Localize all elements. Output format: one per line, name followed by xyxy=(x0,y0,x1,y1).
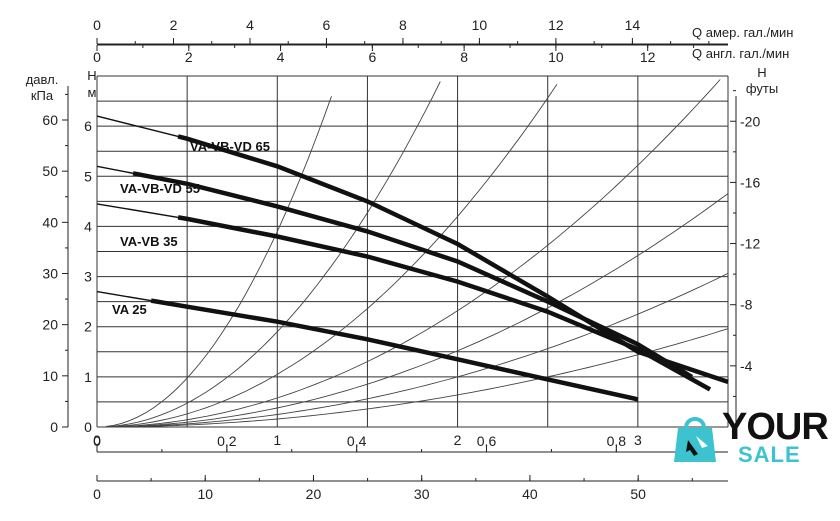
axis-top-us-tick-label: 14 xyxy=(625,17,641,33)
axis-kpa-tick-label: 0 xyxy=(50,419,58,435)
axis-kpa-tick-label: 50 xyxy=(42,163,58,179)
axis-top-us-tick-label: 6 xyxy=(323,17,331,33)
axis-bottom-ls-tick-label: 0,2 xyxy=(217,433,237,449)
axis-m-label-line2: м xyxy=(88,85,97,100)
axis-bottom-lmin-tick-label: 30 xyxy=(414,486,430,502)
axis-top-uk-tick-label: 8 xyxy=(460,49,468,65)
axes: 0 2 4 6 8 10 12 140 2 4 6 8 10 120 0,2 0,4 0,6 0,80 10 20 30… xyxy=(26,17,794,502)
logo-word-your: YOUR xyxy=(722,406,829,448)
axis-top-us-tick-label: 0 xyxy=(93,17,101,33)
axis-m-label-line1: H xyxy=(87,68,96,83)
system-curve xyxy=(105,193,729,428)
axis-ft-tick-label: -20 xyxy=(740,113,760,129)
axis-bottom-lmin-tick-label: 20 xyxy=(306,486,322,502)
axis-m-tick-label: 3 xyxy=(84,269,92,285)
series-label: VA-VB-VD 65 xyxy=(190,139,270,154)
axis-m-tick-label: 1 xyxy=(84,369,92,385)
axis-ft-tick-label: -12 xyxy=(740,236,760,252)
axis-top-uk-tick-label: 2 xyxy=(185,49,193,65)
axis-bottom-ls-tick-label: 0,6 xyxy=(477,433,497,449)
series-lines xyxy=(96,115,729,402)
axis-bottom-lmin-tick-label: 50 xyxy=(630,486,646,502)
axis-bottom-lmin-tick-label: 10 xyxy=(197,486,213,502)
axis-bottom-ls-tick-label: 0,4 xyxy=(347,433,367,449)
axis-kpa-tick-label: 10 xyxy=(42,368,58,384)
series-label: VA-VB 35 xyxy=(120,234,178,249)
axis-bottom-m3h-tick-label: 3 xyxy=(634,432,642,448)
axis-top-us-tick-label: 2 xyxy=(170,17,178,33)
labels: VA-VB-VD 65 VA-VB-VD 55 VA-VB 35 VA 25 xyxy=(112,139,270,317)
logo-word-sale: SALE xyxy=(738,442,801,467)
axis-bottom-m3h-tick-label: 1 xyxy=(273,432,281,448)
shopping-bag-icon xyxy=(674,417,716,462)
axis-top-uk-label: Q англ. гал./мин xyxy=(692,46,789,61)
axis-top-uk-tick-label: 10 xyxy=(548,49,564,65)
axis-ft-label-line1: H xyxy=(757,65,766,80)
axis-kpa-label-line1: давл. xyxy=(26,72,59,87)
axis-top-us-tick-label: 10 xyxy=(472,17,488,33)
axis-top-us-label: Q амер. гал./мин xyxy=(692,25,793,40)
axis-bottom-lmin-tick-label: 0 xyxy=(93,486,101,502)
axis-ft-tick-label: -4 xyxy=(740,358,753,374)
system-curve xyxy=(105,272,729,428)
axis-m-tick-label: 4 xyxy=(84,218,92,234)
axis-bottom-lmin-tick-label: 40 xyxy=(522,486,538,502)
axis-bottom-ls-tick-label: 0 xyxy=(93,433,101,449)
series-line-thin xyxy=(96,203,711,391)
series-label: VA-VB-VD 55 xyxy=(120,181,200,196)
axis-ft-tick-label: -16 xyxy=(740,174,760,190)
axis-top-us-tick-label: 8 xyxy=(399,17,407,33)
series-line xyxy=(132,171,694,379)
axis-m-tick-label: 0 xyxy=(84,419,92,435)
axis-top-uk-tick-label: 6 xyxy=(368,49,376,65)
grid xyxy=(96,75,729,428)
axis-bottom-m3h-tick-label: 0 xyxy=(93,432,101,448)
series-line xyxy=(150,298,639,402)
axis-top-uk-tick-label: 0 xyxy=(93,49,101,65)
system-curve xyxy=(105,84,558,428)
system-curve xyxy=(105,96,332,427)
axis-m-tick-label: 2 xyxy=(84,319,92,335)
series-line xyxy=(177,215,712,392)
axis-kpa-tick-label: 40 xyxy=(42,214,58,230)
axis-top-uk-tick-label: 4 xyxy=(277,49,285,65)
axis-ft-label-line2: футы xyxy=(746,81,778,96)
axis-kpa-tick-label: 60 xyxy=(42,112,58,128)
axis-kpa-tick-label: 20 xyxy=(42,317,58,333)
axis-top-us-tick-label: 4 xyxy=(246,17,254,33)
your-sale-logo: YOUR SALE xyxy=(668,406,833,470)
axis-bottom-m3h-tick-label: 2 xyxy=(454,432,462,448)
axis-bottom-ls-tick-label: 0,8 xyxy=(607,433,627,449)
axis-m-tick-label: 5 xyxy=(84,168,92,184)
axis-top-us-tick-label: 12 xyxy=(548,17,564,33)
series-label: VA 25 xyxy=(112,302,147,317)
axis-kpa-label-line2: кПа xyxy=(31,88,54,103)
axis-m-tick-label: 6 xyxy=(84,118,92,134)
axis-kpa-tick-label: 30 xyxy=(42,266,58,282)
axis-top-uk-tick-label: 12 xyxy=(640,49,656,65)
system-curve xyxy=(105,328,729,428)
system-curves xyxy=(105,79,729,428)
system-curve xyxy=(105,81,441,428)
system-curve xyxy=(105,79,721,428)
axis-ft-tick-label: -8 xyxy=(740,297,753,313)
